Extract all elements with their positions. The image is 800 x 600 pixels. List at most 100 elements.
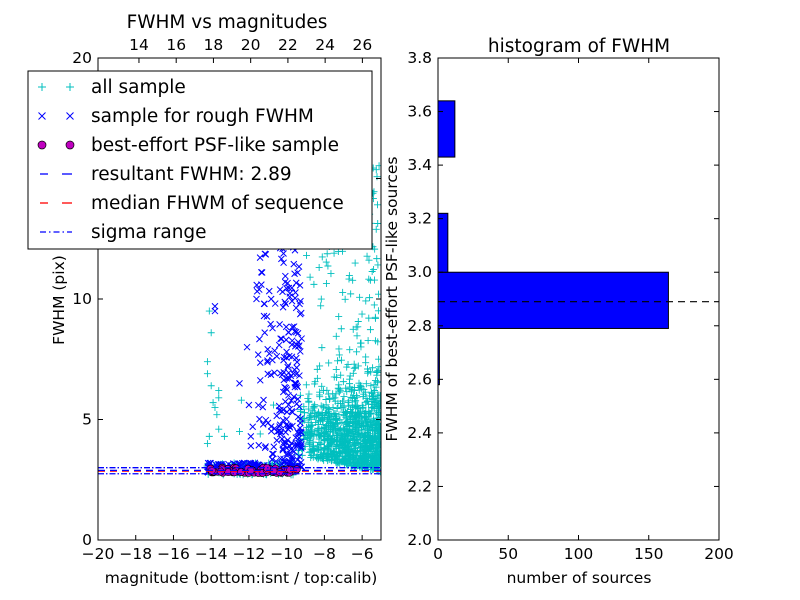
all-sample-point: [346, 455, 354, 463]
all-sample-point: [358, 310, 366, 318]
all-sample-point: [303, 251, 311, 259]
all-sample-point: [322, 258, 330, 266]
rough-sample-point: [281, 398, 289, 405]
all-sample-point: [330, 394, 338, 402]
rough-sample-point: [287, 397, 295, 405]
rough-sample-point: [247, 442, 255, 450]
all-sample-point: [353, 348, 361, 356]
all-sample-point: [211, 403, 219, 411]
rough-sample-point: [282, 428, 290, 436]
all-sample-point: [357, 339, 365, 347]
all-sample-point: [373, 173, 381, 181]
all-sample-point: [344, 432, 352, 440]
rough-sample-point: [295, 342, 303, 349]
all-sample-point: [374, 220, 381, 228]
all-sample-point: [338, 419, 346, 427]
all-sample-point: [301, 432, 309, 440]
all-sample-point: [355, 386, 363, 394]
all-sample-point: [346, 375, 354, 383]
all-sample-point: [339, 397, 347, 405]
all-sample-point: [332, 437, 340, 445]
rough-sample-point: [265, 287, 273, 295]
all-sample-point: [374, 261, 381, 269]
rough-sample-point: [285, 329, 293, 336]
all-sample-point: [308, 427, 316, 435]
legend-label: sample for rough FWHM: [91, 106, 314, 127]
rough-sample-point: [275, 341, 283, 349]
rough-sample-point: [256, 376, 264, 384]
all-sample-point: [347, 387, 355, 395]
all-sample-point: [365, 275, 373, 283]
rough-sample-point: [256, 415, 263, 423]
y-tick-label: 3.2: [407, 210, 432, 228]
all-sample-point: [352, 403, 360, 411]
all-sample-point: [344, 399, 352, 407]
all-sample-point: [369, 460, 377, 468]
rough-sample-point: [279, 446, 287, 454]
all-sample-point: [306, 448, 314, 456]
all-sample-point: [375, 400, 381, 408]
rough-sample-point: [249, 423, 257, 431]
y-tick-label: 3.0: [407, 263, 432, 281]
rough-sample-point: [294, 430, 302, 437]
all-sample-point: [327, 439, 335, 447]
x-tick-label: −8: [313, 545, 336, 563]
all-sample-point: [339, 378, 347, 386]
all-sample-point: [364, 337, 372, 345]
histogram-y-axis-label: FWHM of best-effort PSF-like sources: [383, 156, 401, 441]
rough-sample-point: [285, 352, 293, 360]
all-sample-point: [359, 393, 367, 401]
all-sample-point: [320, 403, 328, 411]
rough-sample-point: [262, 416, 270, 424]
y-tick-label: 5: [82, 411, 92, 429]
all-sample-point: [207, 382, 215, 390]
all-sample-point: [338, 442, 346, 450]
rough-sample-point: [256, 359, 264, 366]
all-sample-point: [305, 439, 313, 447]
y-tick-label: 2.0: [407, 531, 432, 549]
all-sample-point: [373, 371, 381, 379]
all-sample-point: [335, 381, 343, 389]
all-sample-point: [335, 345, 343, 353]
all-sample-point: [333, 373, 341, 381]
scatter-y-axis-label: FWHM (pix): [50, 255, 68, 345]
rough-sample-point: [256, 335, 263, 343]
all-sample-point: [322, 279, 330, 287]
all-sample-point: [363, 459, 371, 467]
all-sample-point: [353, 332, 361, 340]
top-x-tick-label: 18: [204, 36, 224, 54]
all-sample-point: [318, 382, 326, 390]
all-sample-point: [357, 453, 365, 461]
all-sample-point: [337, 371, 345, 379]
all-sample-point: [325, 359, 333, 367]
histogram-axes-frame: [437, 57, 720, 541]
all-sample-point: [341, 295, 349, 303]
y-tick-label: 0: [82, 531, 92, 549]
rough-sample-point: [282, 300, 290, 308]
x-tick-label: 200: [704, 545, 734, 563]
rough-sample-point: [269, 450, 276, 458]
scatter-x-tick-labels: −20 −18 −16 −14 −12 −10 −8 −6: [82, 545, 374, 563]
rough-sample-point: [293, 370, 300, 378]
all-sample-point: [317, 440, 325, 448]
all-sample-point: [340, 459, 348, 467]
rough-sample-point: [286, 423, 293, 430]
all-sample-point: [326, 448, 334, 456]
all-sample-point: [315, 410, 323, 418]
all-sample-point: [371, 449, 379, 457]
all-sample-point: [203, 440, 211, 448]
legend-label: all sample: [91, 77, 186, 98]
all-sample-point: [296, 391, 304, 399]
legend-label: resultant FWHM: 2.89: [91, 164, 292, 185]
rough-sample-point: [297, 443, 305, 450]
rough-sample-point: [290, 448, 298, 455]
rough-sample-point: [245, 401, 253, 409]
all-sample-point: [370, 460, 378, 468]
rough-sample-point: [292, 304, 300, 312]
rough-sample-point: [287, 458, 294, 466]
rough-sample-point: [280, 353, 288, 361]
rough-sample-point: [255, 401, 262, 409]
rough-sample-point: [283, 386, 291, 394]
all-sample-point: [375, 162, 381, 170]
rough-sample-point: [284, 363, 292, 371]
